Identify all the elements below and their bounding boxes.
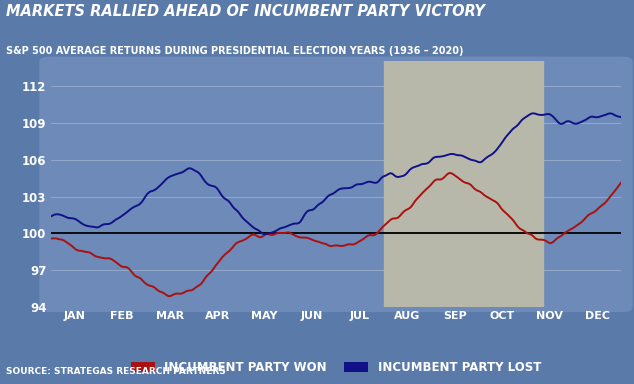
Text: MARKETS RALLIED AHEAD OF INCUMBENT PARTY VICTORY: MARKETS RALLIED AHEAD OF INCUMBENT PARTY… xyxy=(6,4,486,19)
Bar xyxy=(384,61,543,307)
Text: SOURCE: STRATEGAS RESEARCH PARTNERS: SOURCE: STRATEGAS RESEARCH PARTNERS xyxy=(6,367,226,376)
FancyBboxPatch shape xyxy=(39,56,633,312)
Text: S&P 500 AVERAGE RETURNS DURING PRESIDENTIAL ELECTION YEARS (1936 – 2020): S&P 500 AVERAGE RETURNS DURING PRESIDENT… xyxy=(6,46,464,56)
Legend: INCUMBENT PARTY WON, INCUMBENT PARTY LOST: INCUMBENT PARTY WON, INCUMBENT PARTY LOS… xyxy=(125,355,547,380)
